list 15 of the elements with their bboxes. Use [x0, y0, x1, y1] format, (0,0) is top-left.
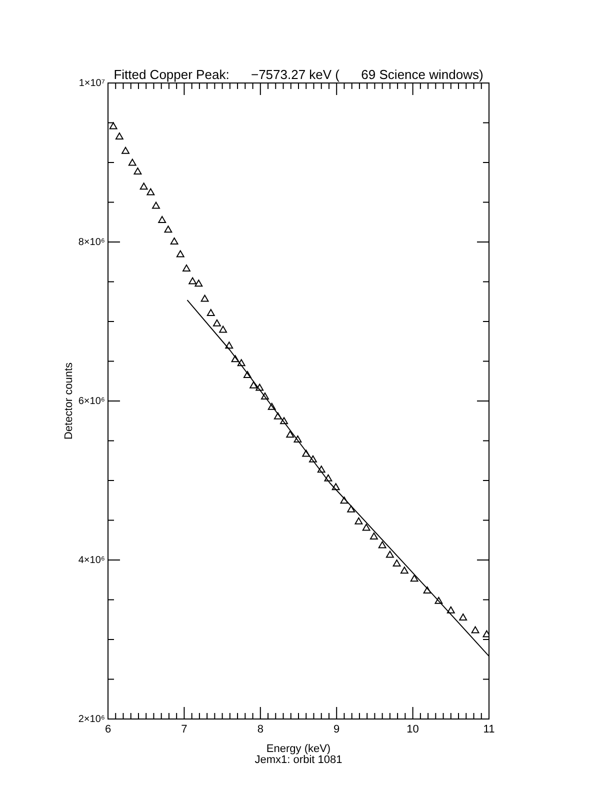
y-tick-label: 8×10⁶	[78, 236, 105, 248]
y-tick-label: 6×10⁶	[78, 396, 105, 407]
y-axis-title: Detector counts	[63, 362, 75, 440]
text: Jemx1: orbit 1081	[254, 754, 342, 766]
y-tick-label: 1×10⁷	[78, 78, 106, 89]
x-tick-label: 10	[406, 724, 419, 736]
y-tick-label: 4×10⁶	[78, 554, 105, 566]
x-tick-label: 6	[104, 724, 112, 736]
y-tick-label: 2×10⁶	[78, 714, 105, 725]
x-axis-title: Energy (keV)	[266, 743, 331, 755]
x-tick-label: 8	[257, 724, 264, 736]
x-tick-label: 11	[483, 724, 495, 736]
x-tick-label: 7	[181, 724, 188, 736]
x-tick-label: 9	[334, 724, 340, 736]
chart-title: Fitted Copper Peak: −7573.27 keV ( 69 Science windows)	[114, 67, 484, 82]
